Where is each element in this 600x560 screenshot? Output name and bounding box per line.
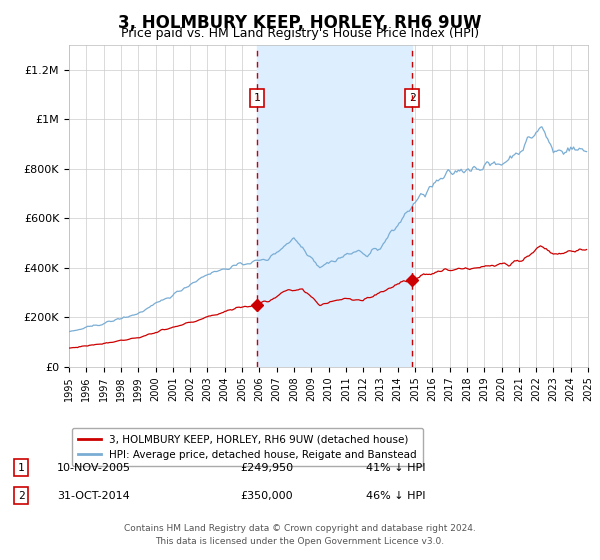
Text: 31-OCT-2014: 31-OCT-2014	[57, 491, 130, 501]
Text: 3, HOLMBURY KEEP, HORLEY, RH6 9UW: 3, HOLMBURY KEEP, HORLEY, RH6 9UW	[118, 14, 482, 32]
Bar	[257, 45, 412, 367]
Text: This data is licensed under the Open Government Licence v3.0.: This data is licensed under the Open Gov…	[155, 537, 445, 546]
Text: Contains HM Land Registry data © Crown copyright and database right 2024.: Contains HM Land Registry data © Crown c…	[124, 524, 476, 533]
Text: 1: 1	[254, 93, 260, 103]
Text: 41% ↓ HPI: 41% ↓ HPI	[366, 463, 425, 473]
Text: 10-NOV-2005: 10-NOV-2005	[57, 463, 131, 473]
Text: 46% ↓ HPI: 46% ↓ HPI	[366, 491, 425, 501]
Text: 1: 1	[17, 463, 25, 473]
Text: 2: 2	[17, 491, 25, 501]
Text: £249,950: £249,950	[240, 463, 293, 473]
Text: 2: 2	[409, 93, 415, 103]
Text: £350,000: £350,000	[240, 491, 293, 501]
Legend: 3, HOLMBURY KEEP, HORLEY, RH6 9UW (detached house), HPI: Average price, detached: 3, HOLMBURY KEEP, HORLEY, RH6 9UW (detac…	[71, 428, 423, 466]
Text: Price paid vs. HM Land Registry's House Price Index (HPI): Price paid vs. HM Land Registry's House …	[121, 27, 479, 40]
